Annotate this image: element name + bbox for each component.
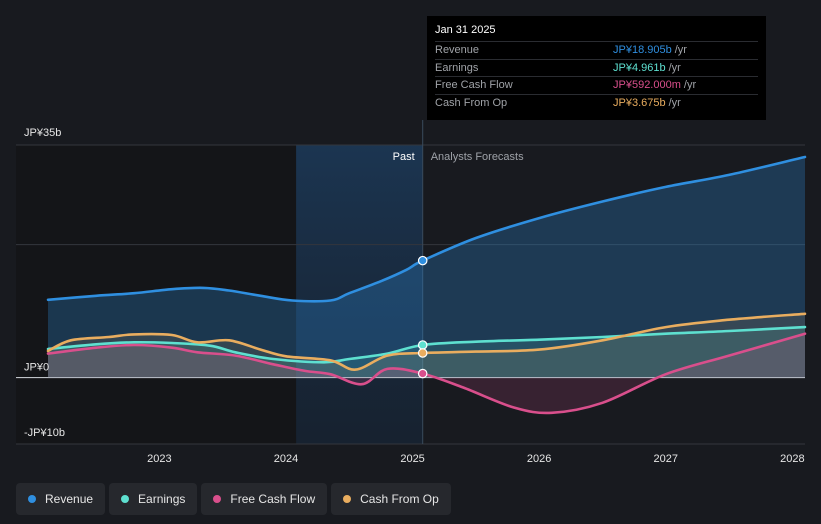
tooltip-row-free-cash-flow: Free Cash Flow JP¥592.000m /yr [435, 76, 758, 94]
tooltip-row-revenue: Revenue JP¥18.905b /yr [435, 41, 758, 59]
tooltip-row-earnings: Earnings JP¥4.961b /yr [435, 58, 758, 77]
revenue-line [46, 155, 807, 303]
revenue-dot-icon [28, 495, 36, 503]
forecast-label: Analysts Forecasts [431, 151, 524, 163]
cash-from-op-marker [417, 348, 428, 358]
free-cash-flow-line [46, 332, 807, 415]
revenue-marker [417, 255, 428, 266]
tooltip-value: JP¥4.961b [613, 61, 666, 74]
tooltip-label: Earnings [435, 61, 479, 74]
cash-from-op-dot-icon [343, 495, 352, 503]
free-cash-flow-marker [417, 368, 428, 379]
revenue-area [48, 157, 805, 378]
cash-from-op-line [46, 312, 807, 371]
legend-label: Free Cash Flow [230, 492, 316, 506]
tooltip-unit: /yr [683, 79, 697, 92]
tooltip-value: JP¥18.905b [613, 44, 672, 57]
tooltip-unit: /yr [668, 96, 681, 109]
cash-from-op-area [48, 313, 805, 378]
y-tick-label: JP¥35b [24, 127, 61, 139]
tooltip-label: Cash From Op [435, 96, 508, 109]
y-tick-label: -JP¥10b [24, 427, 65, 439]
tooltip-value: JP¥592.000m [613, 79, 681, 92]
x-tick-label: 2026 [527, 453, 551, 465]
legend-item-revenue[interactable]: Revenue [16, 483, 106, 515]
x-tick-label: 2025 [400, 453, 424, 465]
tooltip-unit: /yr [668, 61, 681, 74]
tooltip-row-cash-from-op: Cash From Op JP¥3.675b /yr [435, 93, 758, 112]
free-cash-flow-area [48, 333, 805, 413]
tooltip: Jan 31 2025 Revenue JP¥18.905b /yr Earni… [427, 16, 766, 120]
legend-item-free-cash-flow[interactable]: Free Cash Flow [201, 483, 328, 515]
y-tick-label: JP¥0 [24, 362, 49, 374]
earnings-marker [417, 340, 428, 350]
x-tick-label: 2028 [780, 453, 804, 465]
x-tick-label: 2023 [147, 453, 171, 465]
tooltip-value: JP¥3.675b [613, 96, 666, 109]
legend-label: Cash From Op [360, 492, 439, 506]
past-region [296, 145, 423, 444]
earnings-dot-icon [121, 495, 130, 503]
legend-label: Earnings [138, 492, 186, 506]
tooltip-unit: /yr [674, 44, 687, 57]
x-tick-label: 2027 [654, 453, 678, 465]
legend-item-cash-from-op[interactable]: Cash From Op [331, 483, 451, 515]
x-tick-label: 2024 [274, 453, 298, 465]
tooltip-label: Revenue [435, 44, 480, 57]
free-cash-flow-dot-icon [213, 495, 222, 503]
tooltip-date: Jan 31 2025 [435, 24, 496, 36]
past-label: Past [393, 151, 415, 163]
tooltip-label: Free Cash Flow [435, 79, 513, 92]
legend-item-earnings[interactable]: Earnings [109, 483, 198, 515]
legend: Revenue Earnings Free Cash Flow Cash Fro… [16, 483, 451, 515]
legend-label: Revenue [45, 492, 94, 506]
